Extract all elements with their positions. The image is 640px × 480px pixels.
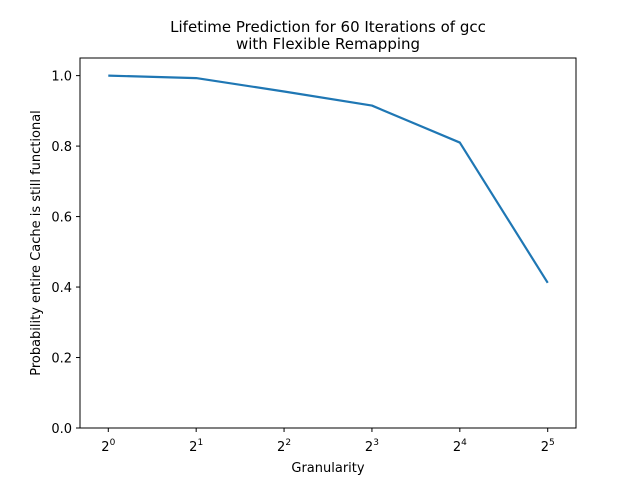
x-tick-label-exponent: 5 [549, 438, 555, 448]
y-tick-label: 0.4 [51, 281, 72, 296]
x-tick-label: 23 [365, 438, 379, 455]
x-tick-label: 20 [101, 438, 115, 455]
x-tick-label: 24 [453, 438, 467, 455]
x-tick-label-exponent: 1 [197, 438, 203, 448]
y-tick-label: 0.6 [51, 211, 72, 226]
x-tick-label-base: 2 [189, 440, 197, 455]
y-tick-label: 0.0 [51, 422, 72, 437]
x-tick-label-base: 2 [453, 440, 461, 455]
x-tick-label: 22 [277, 438, 291, 455]
x-tick-label-base: 2 [101, 440, 109, 455]
y-tick-label: 0.2 [51, 352, 72, 367]
chart-title-line-2: with Flexible Remapping [236, 35, 420, 53]
x-tick-label-exponent: 2 [285, 438, 291, 448]
series-layer [108, 74, 549, 284]
series-line-0 [108, 74, 549, 284]
ticks: 0.00.20.40.60.81.020 21 22 23 24 25 [51, 70, 554, 455]
x-tick-label-exponent: 0 [110, 438, 116, 448]
x-tick-label: 25 [541, 438, 555, 455]
y-tick-label: 1.0 [51, 70, 72, 85]
chart-title-line-1: Lifetime Prediction for 60 Iterations of… [170, 18, 486, 36]
x-tick-label-base: 2 [541, 440, 549, 455]
x-tick-label-exponent: 4 [461, 438, 467, 448]
plot-frame [79, 57, 577, 429]
y-axis-label: Probability entire Cache is still functi… [29, 110, 44, 376]
x-tick-label-base: 2 [365, 440, 373, 455]
x-axis-label: Granularity [291, 461, 364, 476]
x-tick-label-exponent: 3 [373, 438, 379, 448]
x-tick-label-base: 2 [277, 440, 285, 455]
x-tick-label: 21 [189, 438, 203, 455]
y-tick-label: 0.8 [51, 140, 72, 155]
